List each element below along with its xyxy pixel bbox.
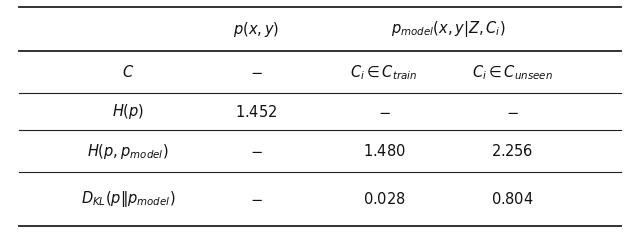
Text: $-$: $-$	[378, 105, 390, 119]
Text: $1.452$: $1.452$	[235, 104, 277, 120]
Text: $-$: $-$	[250, 192, 262, 206]
Text: $H(p, p_{model})$: $H(p, p_{model})$	[87, 142, 169, 161]
Text: $2.256$: $2.256$	[491, 144, 533, 159]
Text: $0.028$: $0.028$	[363, 191, 405, 207]
Text: $D_{KL}(p\|p_{model})$: $D_{KL}(p\|p_{model})$	[81, 189, 175, 209]
Text: $C$: $C$	[122, 64, 134, 80]
Text: $0.804$: $0.804$	[491, 191, 533, 207]
Text: $p_{model}(x,y|Z,C_i)$: $p_{model}(x,y|Z,C_i)$	[391, 19, 505, 39]
Text: $-$: $-$	[506, 105, 518, 119]
Text: $H(p)$: $H(p)$	[112, 102, 144, 121]
Text: $-$: $-$	[250, 65, 262, 79]
Text: $p(x,y)$: $p(x,y)$	[233, 20, 279, 39]
Text: $-$: $-$	[250, 144, 262, 158]
Text: $C_i \in C_{train}$: $C_i \in C_{train}$	[350, 63, 418, 82]
Text: $C_i \in C_{unseen}$: $C_i \in C_{unseen}$	[472, 63, 552, 82]
Text: $1.480$: $1.480$	[362, 144, 406, 159]
